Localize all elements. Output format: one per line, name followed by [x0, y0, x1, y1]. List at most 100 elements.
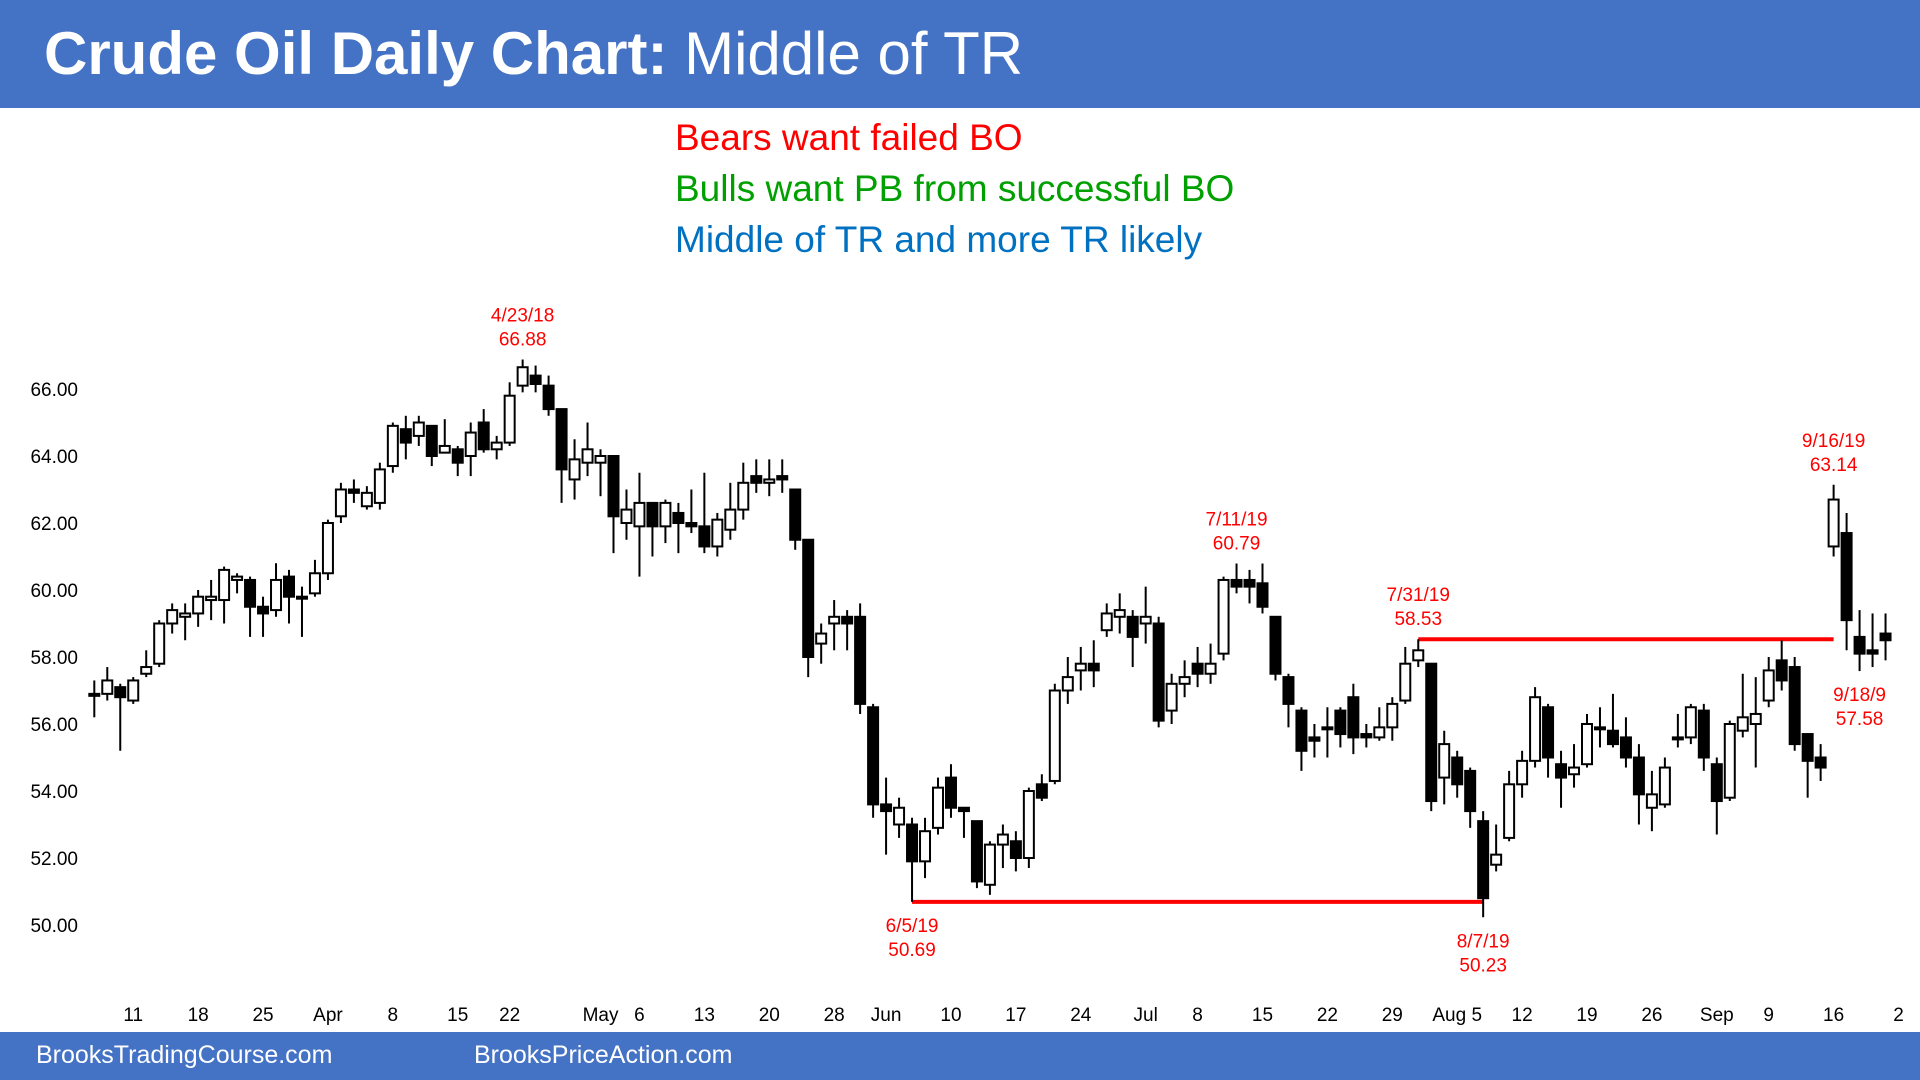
candle-body-bull: [218, 568, 231, 602]
annotation-date: 4/23/18: [491, 306, 554, 327]
candle: [944, 764, 957, 818]
candle: [1684, 703, 1697, 745]
x-tick-label: 11: [123, 1005, 143, 1026]
candle: [1217, 576, 1230, 661]
candle: [1399, 646, 1412, 704]
candle-body-bull: [1568, 766, 1581, 776]
candle-body-bear: [1879, 632, 1892, 642]
candle: [283, 569, 295, 624]
candle: [776, 459, 789, 493]
candle-body-bull: [270, 578, 283, 612]
y-tick-label: 56.00: [30, 715, 78, 736]
candle-body-bear: [477, 421, 490, 451]
candle: [1295, 707, 1308, 771]
headline-middle: Middle of TR and more TR likely: [675, 219, 1203, 260]
candle-body-bull: [192, 595, 205, 615]
candle: [815, 623, 828, 664]
footer-bar: BrooksTradingCourse.com BrooksPriceActio…: [0, 1032, 1920, 1080]
candle-body-bear: [1464, 769, 1477, 813]
candle: [1840, 512, 1853, 651]
candle: [854, 603, 867, 714]
candle: [179, 603, 192, 641]
candle-body-bear: [1853, 635, 1866, 655]
candle: [192, 590, 205, 627]
candle-body-bull: [88, 692, 101, 697]
candle: [1438, 730, 1451, 805]
candle-body-bull: [1516, 759, 1529, 786]
candle: [698, 472, 711, 554]
candle-body-bull: [1671, 736, 1684, 741]
candle-body-bear: [957, 806, 970, 813]
candle-body-bull: [1581, 723, 1593, 766]
title-bar: Crude Oil Daily Chart: Middle of TR: [0, 0, 1920, 108]
candle-body-bear: [1269, 615, 1282, 675]
candle-body-bull: [581, 448, 594, 464]
candle: [1152, 616, 1165, 728]
candle: [1139, 586, 1152, 644]
candle-body-bull: [1684, 706, 1697, 739]
candle: [295, 586, 308, 637]
y-tick-label: 60.00: [30, 581, 78, 602]
candle-body-bull: [1438, 743, 1451, 779]
candle-body-bear: [1451, 756, 1464, 786]
candle-body-bear: [399, 428, 412, 444]
candle: [114, 683, 127, 751]
candle: [1555, 750, 1568, 808]
candle: [1425, 662, 1438, 812]
candle: [555, 408, 568, 503]
candle: [685, 489, 698, 534]
x-tick-label: 26: [1641, 1005, 1662, 1026]
candle: [1334, 707, 1347, 748]
candle-body-bull: [503, 394, 516, 444]
candle: [659, 499, 672, 544]
candle: [1165, 673, 1178, 724]
candle-body-bull: [724, 508, 737, 531]
candle-body-bear: [1152, 622, 1165, 722]
candle: [1009, 831, 1022, 872]
candle-body-bull: [1178, 676, 1191, 685]
candle: [906, 817, 919, 902]
candle: [1606, 693, 1619, 748]
candle: [1827, 484, 1840, 557]
candle: [1308, 724, 1321, 758]
candle-body-bull: [1723, 723, 1736, 799]
candle: [996, 824, 1009, 869]
candle: [1074, 646, 1087, 691]
candle-body-bear: [1295, 709, 1308, 752]
candle-body-bull: [1645, 793, 1658, 809]
candle: [1529, 687, 1542, 768]
x-tick-label: 22: [499, 1005, 520, 1026]
candle-body-bear: [114, 686, 127, 699]
candle: [1256, 563, 1269, 614]
x-tick-label: 10: [940, 1005, 961, 1026]
candle-body-bull: [516, 366, 529, 387]
candle-body-bear: [1230, 578, 1243, 588]
candle: [1516, 750, 1529, 798]
candle: [1204, 643, 1217, 684]
annotation-date: 7/31/19: [1387, 585, 1450, 606]
annotation-price: 57.58: [1836, 709, 1884, 730]
candle: [1879, 613, 1892, 661]
candle: [802, 538, 815, 678]
footer-link-left[interactable]: BrooksTradingCourse.com: [36, 1041, 333, 1069]
candle: [231, 573, 244, 594]
candle-body-bull: [101, 679, 114, 695]
candle-body-bear: [944, 776, 957, 809]
candle-body-bear: [1606, 729, 1619, 746]
footer-link-right[interactable]: BrooksPriceAction.com: [474, 1041, 733, 1069]
candle: [737, 462, 750, 520]
candle-body-bull: [1827, 498, 1840, 548]
candle-body-bear: [529, 374, 542, 385]
candle-body-bear: [1814, 756, 1827, 769]
candle-body-bull: [1658, 766, 1671, 806]
candle-body-bull: [1100, 612, 1113, 632]
candle-body-bear: [1035, 783, 1048, 799]
candle-body-bear: [1801, 733, 1814, 762]
candle-body-bear: [802, 538, 815, 658]
candle-body-bull: [1165, 682, 1178, 712]
candle: [1126, 610, 1139, 668]
candle: [477, 409, 490, 453]
candle: [399, 415, 412, 460]
candle-body-bull: [815, 632, 828, 645]
candle-body-bear: [555, 408, 568, 471]
